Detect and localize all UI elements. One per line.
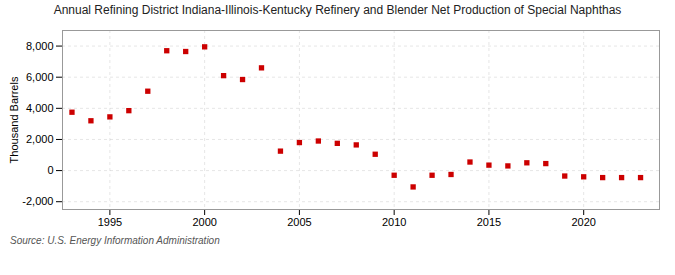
- svg-text:2,000: 2,000: [26, 133, 54, 145]
- html-text:Source: U.S. Energy Informatio: Source: U.S. Energy Information Administ…: [10, 235, 220, 246]
- html-text:Annual Refining District India: Annual Refining District Indiana-Illinoi…: [53, 3, 622, 17]
- svg-text:2020: 2020: [571, 216, 595, 228]
- svg-text:8,000: 8,000: [26, 40, 54, 52]
- svg-text:2010: 2010: [382, 216, 406, 228]
- svg-text:1995: 1995: [98, 216, 122, 228]
- svg-text:2000: 2000: [192, 216, 216, 228]
- svg-text:2015: 2015: [477, 216, 501, 228]
- svg-text:6,000: 6,000: [26, 71, 54, 83]
- svg-text:-2,000: -2,000: [22, 195, 53, 207]
- svg-text:4,000: 4,000: [26, 102, 54, 114]
- svg-text:Thousand Barrels: Thousand Barrels: [8, 76, 20, 163]
- svg-text:2005: 2005: [287, 216, 311, 228]
- svg-text:0: 0: [47, 164, 53, 176]
